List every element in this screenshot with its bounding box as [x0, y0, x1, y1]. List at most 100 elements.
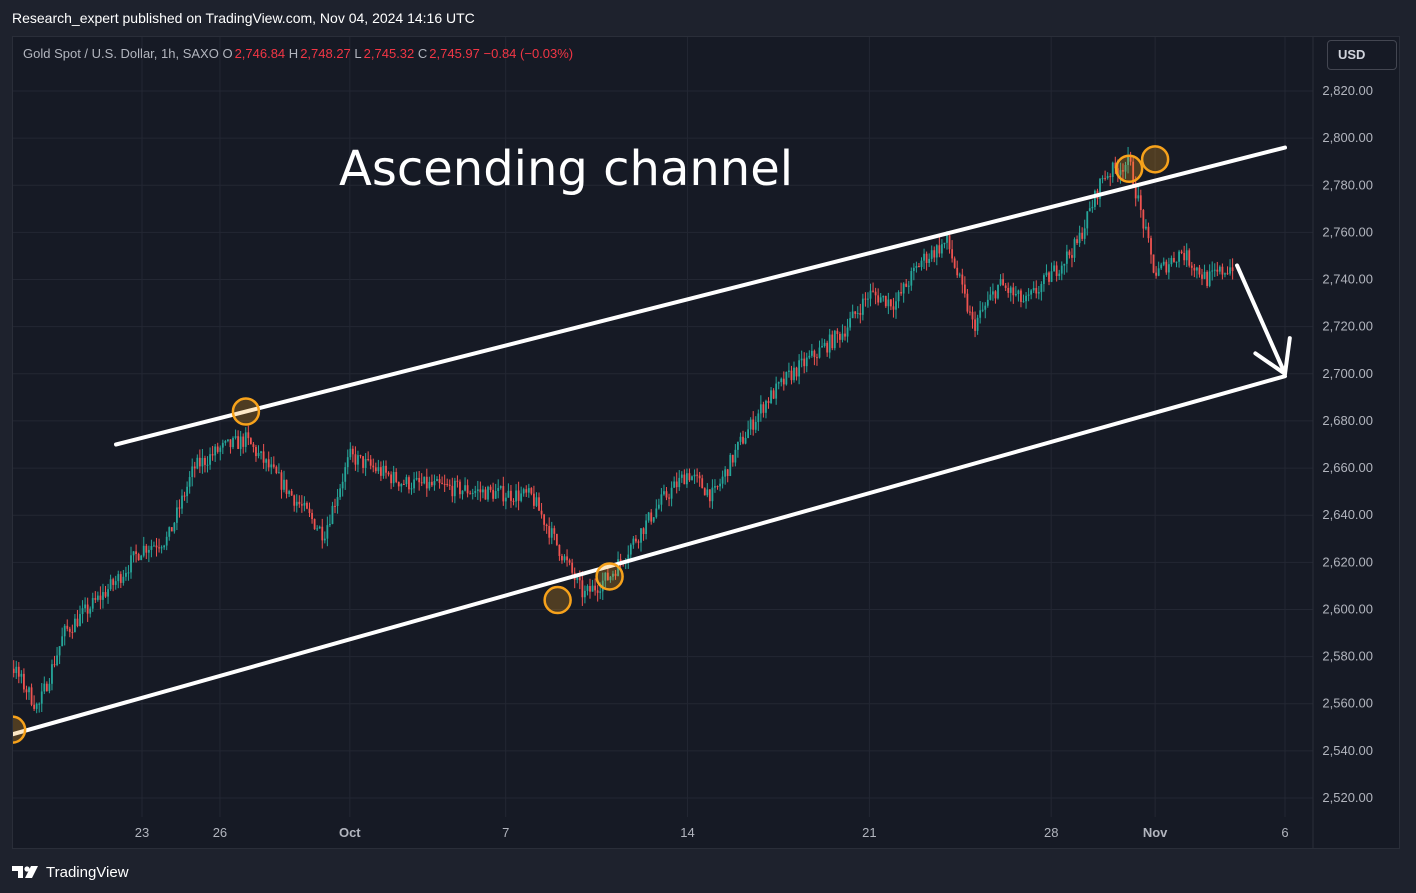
candle-body: [938, 245, 941, 254]
candle-body: [627, 554, 630, 561]
candle-body: [45, 683, 48, 692]
candle-body: [214, 446, 217, 456]
candle-body: [678, 477, 681, 488]
currency-button[interactable]: USD: [1327, 40, 1397, 70]
candle-body: [693, 474, 696, 477]
candle-body: [606, 572, 609, 580]
candle-body: [795, 367, 798, 377]
candle-body: [341, 481, 344, 489]
candle-body: [204, 458, 206, 465]
candle-body: [153, 545, 155, 547]
candle-body: [265, 459, 268, 463]
candle-body: [23, 673, 25, 690]
y-tick-label: 2,520.00: [1322, 790, 1373, 805]
candle-body: [1208, 271, 1211, 286]
candle-body: [1071, 255, 1073, 258]
candle-body: [1183, 253, 1186, 261]
candle-body: [992, 291, 994, 295]
candle-body: [1213, 269, 1216, 271]
candle-body: [902, 283, 905, 294]
chart-frame[interactable]: 2,520.00 2,540.00 2,560.00 2,580.00 2,600.00…: [12, 36, 1400, 849]
candle-body: [99, 595, 102, 600]
candle-body: [805, 357, 808, 367]
candle-body: [527, 488, 530, 493]
candle-body: [17, 666, 20, 677]
candle-body: [754, 421, 757, 430]
candle-body: [568, 560, 571, 563]
candle-body: [974, 319, 976, 331]
candle-body: [89, 608, 92, 614]
candle-body: [1229, 267, 1231, 274]
candle-body: [423, 476, 426, 484]
y-tick-label: 2,780.00: [1322, 177, 1373, 192]
candle-body: [984, 305, 987, 310]
candle-body: [1216, 269, 1219, 272]
candle-body: [737, 441, 739, 450]
candle-body: [1048, 272, 1050, 282]
candle-body: [986, 299, 989, 306]
candle-body: [540, 510, 543, 515]
candle-body: [1065, 251, 1068, 264]
candle-body: [629, 544, 632, 555]
candle-body: [359, 455, 362, 457]
change-value: −0.84 (−0.03%): [483, 46, 574, 61]
candle-body: [887, 299, 890, 307]
candle-body: [132, 551, 135, 556]
candle-body: [581, 580, 584, 598]
candle-body: [142, 545, 145, 556]
candle-body: [326, 525, 329, 539]
candle-body: [884, 296, 887, 307]
candle-body: [451, 485, 454, 497]
y-tick-label: 2,640.00: [1322, 507, 1373, 522]
candle-body: [765, 400, 767, 413]
candle-body: [856, 312, 859, 314]
candle-body: [183, 495, 186, 497]
candle-body: [1106, 175, 1109, 179]
candle-body: [841, 333, 844, 340]
touch-marker: [543, 585, 572, 615]
projection-arrow-head: [1253, 336, 1292, 376]
candle-body: [499, 486, 502, 488]
candle-body: [918, 265, 920, 268]
candle-body: [1152, 254, 1155, 273]
candle-body: [295, 501, 298, 506]
candle-body: [239, 436, 242, 449]
candle-body: [283, 479, 285, 490]
candle-body: [714, 486, 716, 488]
candle-body: [1170, 258, 1173, 265]
candle-body: [785, 371, 788, 385]
candle-body: [798, 360, 801, 377]
candle-body: [1119, 170, 1122, 175]
candle-body: [1032, 287, 1035, 291]
candle-body: [1030, 290, 1033, 295]
channel-lines: [13, 145, 1292, 744]
candle-body: [525, 489, 528, 493]
candle-body: [538, 497, 540, 511]
x-tick-label: 7: [502, 825, 509, 840]
candle-body: [40, 691, 43, 704]
candle-body: [833, 330, 836, 349]
y-tick-label: 2,620.00: [1322, 554, 1373, 569]
y-tick-label: 2,560.00: [1322, 696, 1373, 711]
candle-body: [724, 469, 727, 477]
candle-body: [425, 476, 428, 489]
price-chart[interactable]: 2,520.00 2,540.00 2,560.00 2,580.00 2,600.00…: [13, 37, 1399, 848]
candle-body: [380, 467, 382, 476]
candle-body: [471, 492, 474, 494]
candle-body: [576, 577, 579, 580]
candle-body: [364, 459, 367, 468]
candle-body: [48, 683, 51, 692]
candle-body: [119, 574, 122, 583]
candle-body: [831, 334, 834, 349]
candle-body: [285, 479, 288, 494]
candle-body: [474, 491, 477, 493]
candle-body: [1201, 274, 1203, 279]
candle-body: [594, 585, 597, 591]
candle-body: [726, 469, 729, 477]
candle-body: [721, 476, 724, 484]
candle-body: [461, 490, 464, 495]
candle-body: [114, 581, 117, 585]
candle-body: [897, 292, 900, 302]
candle-body: [566, 556, 568, 561]
candle-body: [596, 590, 599, 593]
